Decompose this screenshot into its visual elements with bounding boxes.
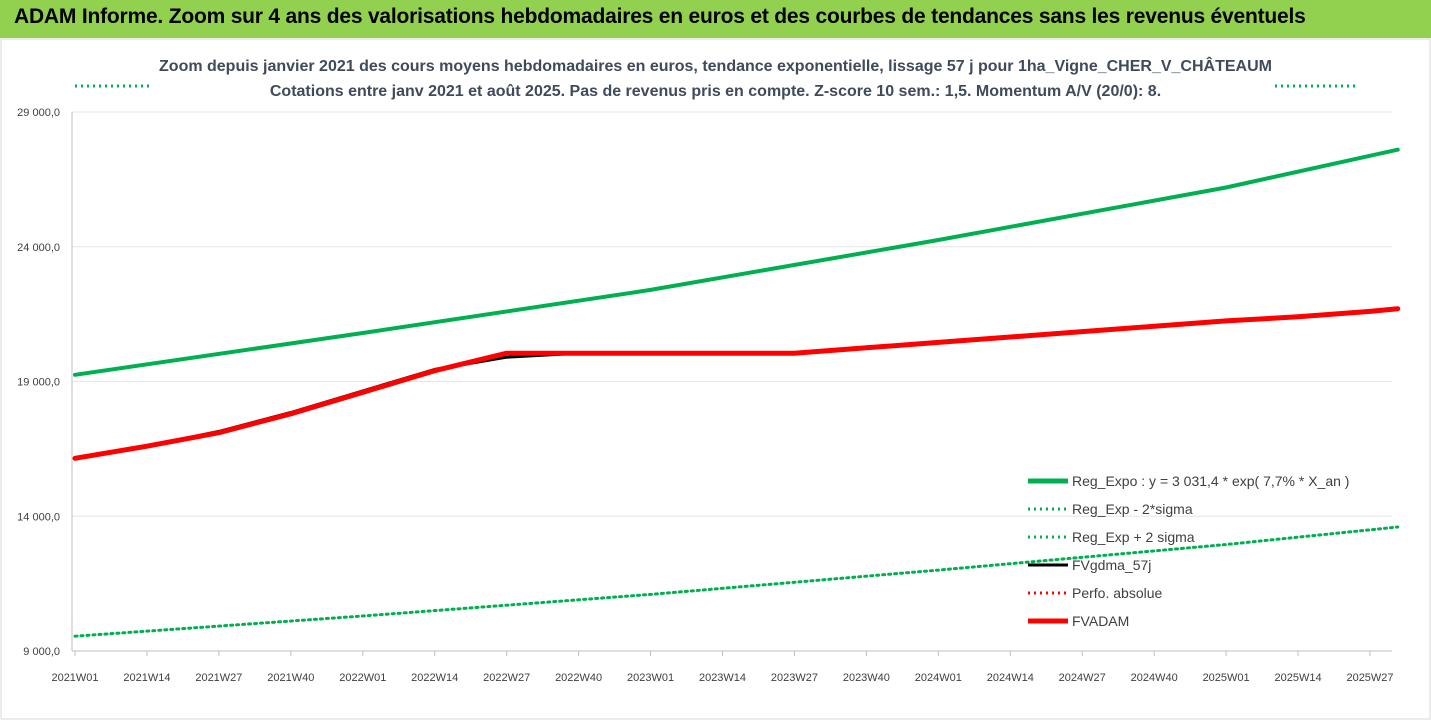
x-tick-label: 2021W40 <box>267 672 314 684</box>
header-title: ADAM Informe. Zoom sur 4 ans des valoris… <box>14 5 1306 28</box>
header-bar: ADAM Informe. Zoom sur 4 ans des valoris… <box>0 0 1431 38</box>
y-tick-label: 19 000,0 <box>17 377 60 389</box>
series-fvadam-line <box>72 306 1401 461</box>
x-tick-label: 2024W01 <box>915 672 962 684</box>
x-tick-label: 2022W40 <box>555 672 602 684</box>
x-tick-label: 2022W01 <box>339 672 386 684</box>
x-tick-label: 2022W14 <box>411 672 458 684</box>
x-tick-label: 2024W27 <box>1059 672 1106 684</box>
x-tick-label: 2021W27 <box>195 672 242 684</box>
legend-label: FVADAM <box>1072 613 1129 629</box>
x-tick-label: 2023W14 <box>699 672 746 684</box>
x-tick-label: 2025W01 <box>1203 672 1250 684</box>
x-tick-label: 2024W14 <box>987 672 1034 684</box>
series-lower-band <box>73 525 1400 638</box>
x-tick-label: 2022W27 <box>483 672 530 684</box>
chart-border <box>0 38 1431 720</box>
legend-label: Reg_Expo : y = 3 031,4 * exp( 7,7% * X_a… <box>1072 473 1349 489</box>
x-tick-label: 2023W01 <box>627 672 674 684</box>
x-tick-label: 2023W27 <box>771 672 818 684</box>
x-tick-label: 2021W14 <box>123 672 170 684</box>
y-tick-label: 9 000,0 <box>23 646 60 658</box>
x-tick-label: 2024W40 <box>1131 672 1178 684</box>
chart-subtitle: Cotations entre janv 2021 et août 2025. … <box>269 83 1162 100</box>
y-tick-label: 14 000,0 <box>17 511 60 523</box>
legend-label: Reg_Exp - 2*sigma <box>1072 501 1193 517</box>
y-tick-label: 24 000,0 <box>17 242 60 254</box>
y-tick-label: 29 000,0 <box>17 107 60 119</box>
x-tick-label: 2025W27 <box>1346 672 1393 684</box>
series-smoothed-line <box>73 307 1400 460</box>
series-trend-line <box>73 147 1400 377</box>
x-tick-label: 2023W40 <box>843 672 890 684</box>
chart-title: Zoom depuis janvier 2021 des cours moyen… <box>159 58 1272 75</box>
legend-label: Reg_Exp + 2 sigma <box>1072 529 1195 545</box>
x-tick-label: 2025W14 <box>1275 672 1322 684</box>
legend-label: FVgdma_57j <box>1072 557 1151 573</box>
x-tick-label: 2021W01 <box>51 672 98 684</box>
legend-label: Perfo. absolue <box>1072 585 1162 601</box>
